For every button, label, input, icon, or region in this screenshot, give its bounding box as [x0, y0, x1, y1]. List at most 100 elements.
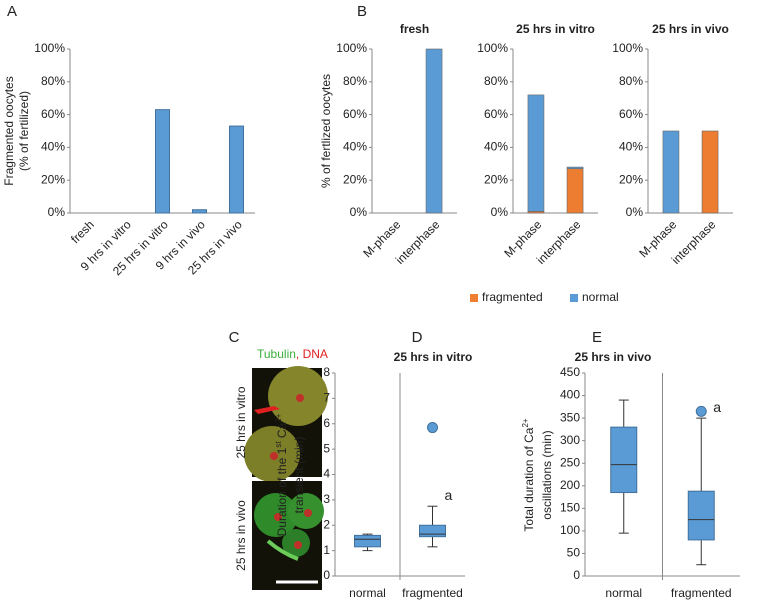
y-axis-label: transient (min)	[292, 437, 306, 514]
legend-swatch	[570, 294, 578, 302]
y-axis-label: oscillations (min)	[540, 430, 554, 519]
y-tick-label: 0	[573, 568, 580, 582]
y-tick-label: 0%	[350, 205, 368, 219]
y-tick-label: 0	[323, 568, 330, 582]
y-tick-label: 8	[323, 365, 330, 379]
y-tick-label: 0%	[48, 205, 66, 219]
y-tick-label: 20%	[41, 172, 65, 186]
y-axis-label-part: 2+	[274, 413, 283, 422]
y-tick-label: 350	[560, 410, 580, 424]
panel-label: B	[357, 3, 367, 20]
bar	[155, 109, 170, 214]
y-axis-label: Fragmented oocytes	[2, 76, 16, 185]
y-tick-label: 20%	[619, 172, 643, 186]
y-tick-label: 50	[567, 546, 581, 560]
bar-segment	[662, 130, 680, 214]
x-tick-label: normal	[349, 586, 386, 600]
spindle	[266, 539, 299, 561]
chart-title: 25 hrs in vitro	[394, 350, 473, 364]
y-tick-label: 300	[560, 433, 580, 447]
annotation: a	[713, 399, 721, 415]
legend-swatch	[470, 294, 478, 302]
bar	[192, 209, 207, 214]
y-axis-label-part: Ca	[275, 422, 289, 441]
bar	[229, 125, 244, 214]
bar-segment	[701, 130, 719, 214]
y-tick-label: 100%	[477, 41, 508, 55]
row-label: 25 hrs in vitro	[234, 386, 248, 458]
y-axis-label: % of fertlized oocytes	[319, 74, 333, 188]
dna-spot	[296, 394, 304, 402]
y-tick-label: 60%	[41, 107, 65, 121]
panel-label: D	[412, 329, 423, 346]
y-tick-label: 4	[323, 467, 330, 481]
y-axis-label: (% of fertilized)	[17, 91, 31, 171]
x-tick-label: fragmented	[671, 586, 732, 600]
y-tick-label: 1	[323, 543, 330, 557]
panel-label: C	[229, 329, 240, 346]
panel-label: A	[7, 3, 17, 20]
box	[419, 524, 446, 538]
y-tick-label: 80%	[484, 74, 508, 88]
y-tick-label: 100%	[34, 41, 65, 55]
dna-spot	[274, 513, 282, 521]
x-tick-label: normal	[605, 586, 642, 600]
y-axis-label-part: Total duration of Ca	[522, 427, 536, 531]
stain-legend: Tubulin, DNA	[257, 347, 328, 361]
y-tick-label: 0%	[491, 205, 509, 219]
bar-segment	[527, 94, 545, 212]
y-tick-label: 400	[560, 388, 580, 402]
y-axis-label-part: st	[274, 441, 283, 448]
outlier	[695, 405, 707, 417]
subplot-title: fresh	[400, 22, 429, 36]
box	[354, 534, 381, 548]
y-tick-label: 40%	[484, 140, 508, 154]
outlier	[427, 422, 438, 434]
y-axis-label: Duration of the 1st Ca2+	[274, 413, 290, 536]
x-tick-label: fragmented	[402, 586, 463, 600]
chart-title: 25 hrs in vivo	[575, 350, 652, 364]
y-tick-label: 7	[323, 391, 330, 405]
y-tick-label: 450	[560, 365, 580, 379]
x-tick-label: fresh	[68, 217, 97, 246]
y-tick-label: 20%	[343, 172, 367, 186]
y-tick-label: 5	[323, 441, 330, 455]
y-tick-label: 6	[323, 416, 330, 430]
y-tick-label: 150	[560, 501, 580, 515]
spindle	[254, 406, 280, 414]
stain-label: Tubulin	[257, 347, 296, 361]
y-axis-label-part: transient (min)	[292, 437, 306, 514]
y-tick-label: 60%	[343, 107, 367, 121]
subplot-title: 25 hrs in vivo	[652, 22, 729, 36]
y-axis-label-part: oscillations (min)	[540, 430, 554, 519]
stain-label: , DNA	[296, 347, 328, 361]
row-label: 25 hrs in vivo	[234, 500, 248, 571]
dna-spot	[294, 541, 302, 549]
y-tick-label: 2	[323, 517, 330, 531]
y-tick-label: 60%	[484, 107, 508, 121]
y-tick-label: 60%	[619, 107, 643, 121]
legend-label: normal	[582, 290, 619, 304]
y-tick-label: 200	[560, 478, 580, 492]
bar-segment	[566, 168, 584, 214]
y-axis-label: Total duration of Ca2+	[521, 418, 537, 532]
y-tick-label: 80%	[619, 74, 643, 88]
panel-label: E	[592, 329, 602, 346]
y-tick-label: 100	[560, 523, 580, 537]
y-tick-label: 3	[323, 492, 330, 506]
y-tick-label: 250	[560, 455, 580, 469]
y-axis-label-part: Duration of the 1	[275, 447, 289, 536]
bar-segment	[425, 48, 443, 214]
y-tick-label: 20%	[484, 172, 508, 186]
box	[610, 426, 638, 494]
y-tick-label: 100%	[612, 41, 643, 55]
subplot-title: 25 hrs in vitro	[516, 22, 595, 36]
annotation: a	[445, 487, 453, 503]
y-axis-label-part: 2+	[521, 418, 530, 427]
y-tick-label: 40%	[343, 140, 367, 154]
y-tick-label: 40%	[41, 140, 65, 154]
y-tick-label: 0%	[626, 205, 644, 219]
dna-spot	[270, 452, 278, 460]
bar-segment	[566, 166, 584, 170]
